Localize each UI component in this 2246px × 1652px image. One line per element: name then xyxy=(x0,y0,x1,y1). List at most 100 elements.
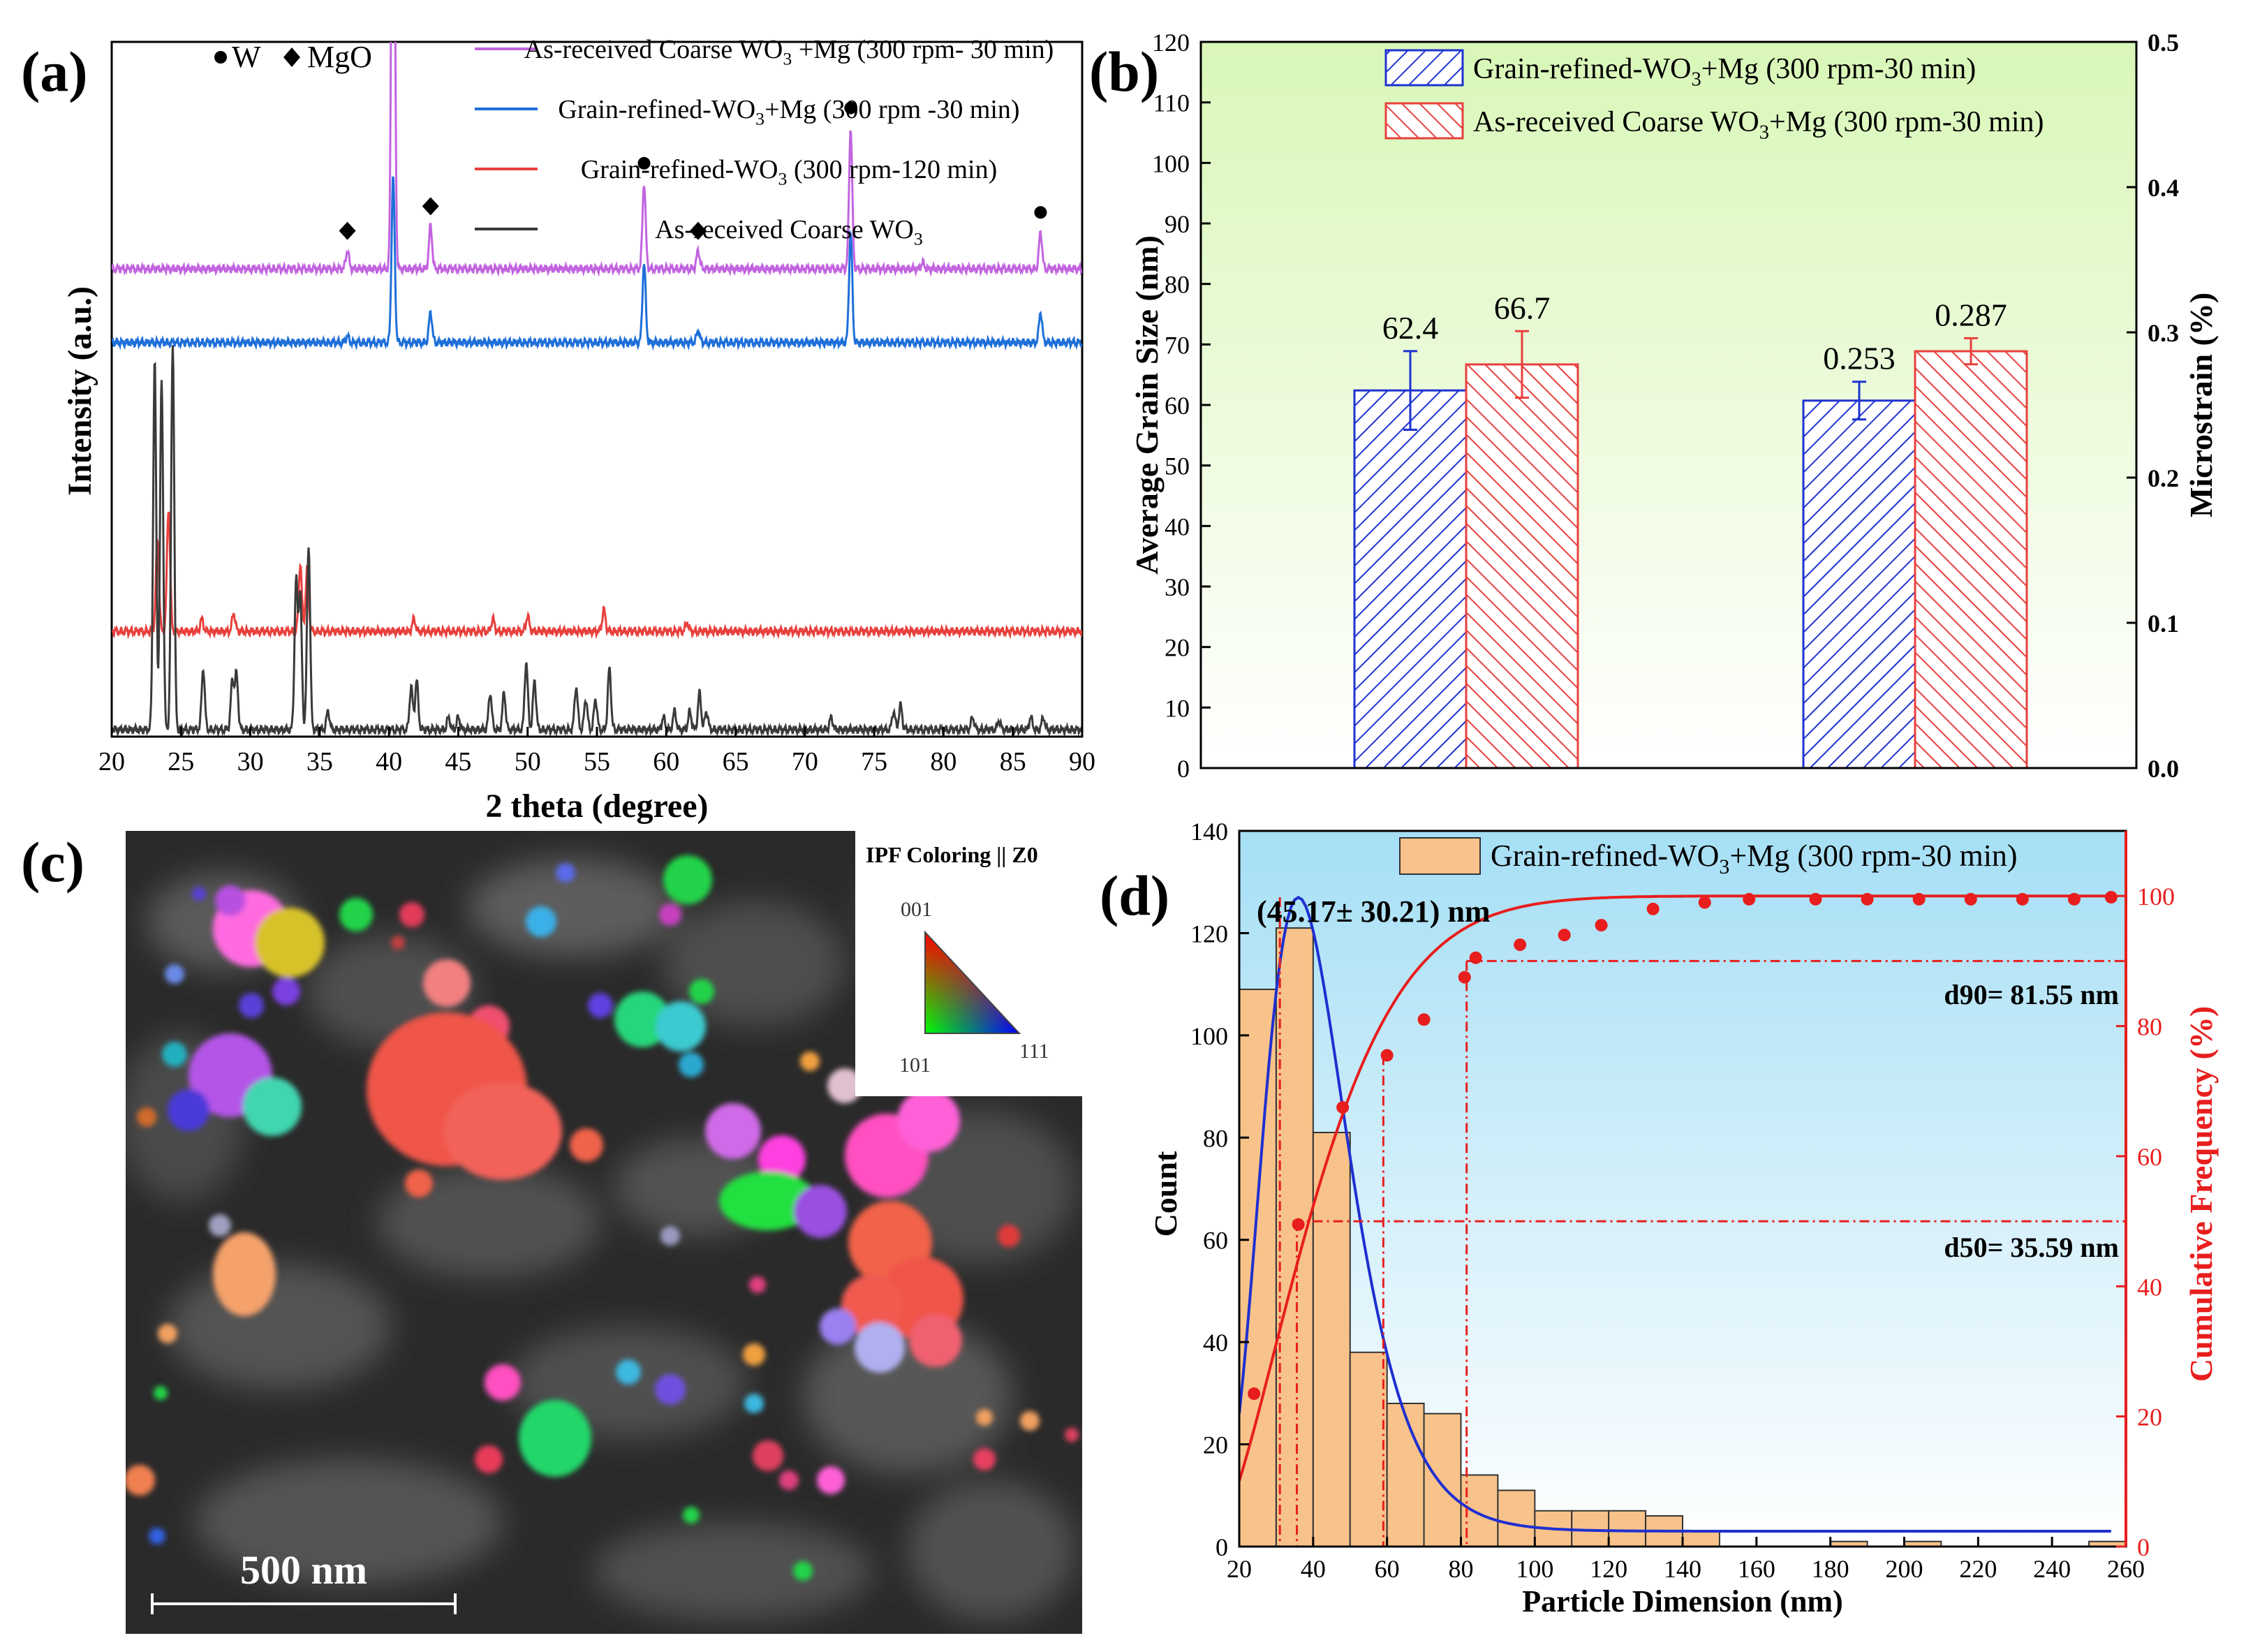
cumulative-point xyxy=(1248,1387,1261,1401)
ipf-corner-111: 111 xyxy=(1019,1040,1049,1063)
panel-a: 20 25 30 35 40 45 50 55 60 65 70 75 80 85 90 (a) 2 the… xyxy=(21,35,1095,825)
y-tick-label: 40 xyxy=(1203,1329,1228,1357)
legend-label-2: Grain-refined-WO3 (300 rpm-120 min) xyxy=(581,155,997,189)
bar-value-label: 66.7 xyxy=(1494,290,1551,325)
y-tick-label: 40 xyxy=(1165,512,1190,540)
bar xyxy=(1914,350,2028,769)
histogram-bar xyxy=(1386,1403,1425,1547)
cumulative-point xyxy=(1964,892,1977,906)
y2-tick-label: 80 xyxy=(2137,1013,2162,1041)
x-tick-label: 30 xyxy=(237,747,264,776)
mgo-marker-legend-icon xyxy=(283,47,300,67)
cumulative-point xyxy=(2016,892,2029,906)
y-tick-label: 60 xyxy=(1203,1227,1228,1255)
mgo-marker-legend-label: MgO xyxy=(307,40,372,74)
cumulative-point xyxy=(1514,938,1527,952)
x-tick-label: 120 xyxy=(1590,1555,1627,1583)
bar-value-label: 0.287 xyxy=(1935,297,2007,332)
y-tick-label: 80 xyxy=(1203,1124,1228,1152)
panel-d-xlabel: Particle Dimension (nm) xyxy=(1522,1584,1842,1618)
x-tick-label: 25 xyxy=(168,747,194,776)
y-tick-label: 50 xyxy=(1165,452,1190,480)
w-peak-marker xyxy=(844,101,857,115)
y-tick-label: 80 xyxy=(1165,271,1190,299)
x-tick-label: 100 xyxy=(1516,1555,1553,1583)
y-tick-label: 20 xyxy=(1203,1431,1228,1459)
bar-value-label: 0.253 xyxy=(1823,341,1896,376)
histogram-bar xyxy=(1497,1489,1536,1548)
y2-tick-label: 0.2 xyxy=(2148,464,2179,492)
legend-swatch-1 xyxy=(1384,102,1464,140)
panel-c-label: (c) xyxy=(21,830,84,894)
y2-tick-label: 0.5 xyxy=(2148,29,2179,57)
mgo-peak-marker xyxy=(422,197,439,216)
legend-label-1: As-received Coarse WO3+Mg (300 rpm-30 mi… xyxy=(1473,106,2044,144)
mean-size-label: (45.17± 30.21) nm xyxy=(1257,894,1491,929)
x-tick-label: 45 xyxy=(445,747,471,776)
bar-value-label: 62.4 xyxy=(1382,310,1439,346)
cumulative-point xyxy=(1336,1101,1350,1114)
x-tick-label: 65 xyxy=(723,747,749,776)
legend-label-3: As-received Coarse WO3 xyxy=(655,215,923,249)
panel-a-xlabel: 2 theta (degree) xyxy=(486,788,709,825)
bar xyxy=(1465,363,1579,769)
x-tick-label: 80 xyxy=(930,747,956,776)
legend-label: Grain-refined-WO3+Mg (300 rpm-30 min) xyxy=(1491,839,2018,878)
x-tick-label: 80 xyxy=(1449,1555,1474,1583)
scale-bar-label: 500 nm xyxy=(240,1547,367,1593)
legend-swatch xyxy=(1399,837,1481,875)
y2-tick-label: 100 xyxy=(2137,883,2175,910)
histogram-bar xyxy=(1312,1131,1351,1547)
x-tick-label: 60 xyxy=(653,747,679,776)
panel-b-ylabel-right: Microstrain (%) xyxy=(2183,293,2219,517)
y-tick-label: 100 xyxy=(1190,1022,1228,1050)
x-tick-label: 200 xyxy=(1886,1555,1923,1583)
x-tick-label: 90 xyxy=(1069,747,1095,776)
y-tick-label: 0 xyxy=(1177,755,1190,783)
histogram-bar xyxy=(1275,927,1314,1548)
x-tick-label: 240 xyxy=(2033,1555,2071,1583)
panel-d-label: (d) xyxy=(1100,864,1169,927)
histogram-bar xyxy=(1349,1351,1388,1548)
xrd-line-2 xyxy=(112,511,1082,640)
y-tick-label: 0 xyxy=(1216,1533,1228,1561)
x-tick-label: 40 xyxy=(1301,1555,1326,1583)
y-tick-label: 100 xyxy=(1152,149,1190,177)
x-tick-label: 60 xyxy=(1375,1555,1400,1583)
y-tick-label: 60 xyxy=(1165,392,1190,420)
y2-tick-label: 40 xyxy=(2137,1273,2162,1301)
y-tick-label: 30 xyxy=(1165,573,1190,601)
cumulative-point xyxy=(2067,892,2081,906)
panel-a-plot-frame xyxy=(110,40,1084,738)
x-tick-label: 75 xyxy=(861,747,887,776)
cumulative-point xyxy=(1743,892,1756,906)
bar xyxy=(1802,399,1916,769)
cumulative-point xyxy=(1595,919,1608,932)
panel-b-ylabel-left: Average Grain Size (nm) xyxy=(1129,235,1165,575)
panel-a-ylabel: Intensity (a.u.) xyxy=(61,286,98,496)
distribution-fit-curve xyxy=(1239,895,2111,1533)
x-tick-label: 55 xyxy=(584,747,610,776)
y-tick-label: 120 xyxy=(1190,920,1228,947)
y-tick-label: 110 xyxy=(1153,89,1190,117)
panel-b-label: (b) xyxy=(1089,40,1159,103)
panel-d-ylabel-right: Cumulative Frequency (%) xyxy=(2183,1006,2219,1382)
xrd-line-0 xyxy=(112,42,1082,277)
histogram-bar xyxy=(1423,1413,1462,1547)
cumulative-point xyxy=(1809,892,1822,906)
panel-b: 62.4 66.7 0.253 0.287 0 10 20 30 40 50 60 70 80 90 10… xyxy=(1089,29,2219,783)
ipf-corner-101: 101 xyxy=(899,1054,931,1077)
ipf-grains xyxy=(126,855,1079,1581)
cumulative-point xyxy=(1417,1013,1431,1026)
ipf-legend-box xyxy=(855,831,1082,1096)
bar xyxy=(1353,389,1468,769)
w-peak-marker xyxy=(1034,206,1047,219)
cumulative-point xyxy=(1861,892,1874,906)
x-tick-label: 140 xyxy=(1664,1555,1701,1583)
histogram-bar xyxy=(1682,1531,1720,1547)
ipf-legend-title: IPF Coloring || Z0 xyxy=(866,842,1038,867)
cumulative-point xyxy=(1698,896,1711,909)
panel-d: 20 40 60 80 100 120 140 160 180 200 220 240 26002040… xyxy=(1100,818,2219,1618)
cumulative-point xyxy=(1912,892,1926,906)
